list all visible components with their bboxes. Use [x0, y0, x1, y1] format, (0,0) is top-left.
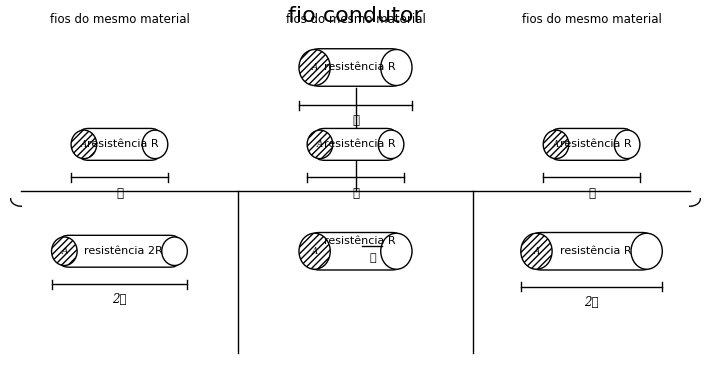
FancyBboxPatch shape — [80, 128, 159, 160]
Text: resistência R: resistência R — [324, 140, 395, 149]
Ellipse shape — [162, 237, 188, 266]
Text: resistência R: resistência R — [87, 140, 159, 149]
Text: ℓ: ℓ — [116, 187, 123, 200]
Ellipse shape — [71, 130, 97, 159]
Ellipse shape — [307, 130, 333, 159]
Ellipse shape — [299, 233, 330, 269]
FancyBboxPatch shape — [311, 232, 400, 270]
Text: resistência R: resistência R — [324, 63, 396, 72]
Ellipse shape — [381, 50, 412, 86]
Ellipse shape — [381, 233, 412, 269]
Text: fios do mesmo material: fios do mesmo material — [50, 13, 189, 26]
Ellipse shape — [51, 237, 77, 266]
FancyBboxPatch shape — [316, 128, 395, 160]
FancyBboxPatch shape — [533, 232, 650, 270]
Ellipse shape — [299, 50, 330, 86]
Text: fios do mesmo material: fios do mesmo material — [286, 13, 425, 26]
Text: A: A — [61, 247, 68, 256]
Text: A: A — [317, 140, 323, 149]
Text: resistência 2R: resistência 2R — [84, 246, 163, 256]
FancyBboxPatch shape — [552, 128, 631, 160]
Ellipse shape — [614, 130, 640, 159]
Text: fio condutor: fio condutor — [288, 6, 423, 26]
Ellipse shape — [142, 130, 168, 159]
Text: ℓ: ℓ — [588, 187, 595, 200]
Text: 2ℓ: 2ℓ — [584, 296, 599, 309]
Text: A: A — [311, 247, 318, 256]
Text: resistência R: resistência R — [560, 246, 632, 256]
Text: resistência R: resistência R — [560, 140, 631, 149]
Text: resistência R: resistência R — [324, 236, 396, 246]
Ellipse shape — [631, 233, 663, 269]
Text: A: A — [81, 140, 87, 149]
Text: fios do mesmo material: fios do mesmo material — [522, 13, 661, 26]
Ellipse shape — [543, 130, 569, 159]
Text: A: A — [553, 140, 559, 149]
Text: ℓ: ℓ — [370, 253, 376, 263]
FancyBboxPatch shape — [61, 236, 178, 267]
FancyBboxPatch shape — [311, 49, 400, 86]
Text: A: A — [311, 63, 318, 72]
Text: 2ℓ: 2ℓ — [112, 293, 127, 306]
Ellipse shape — [520, 233, 552, 269]
Text: ℓ: ℓ — [352, 114, 359, 128]
Text: ℓ: ℓ — [352, 187, 359, 200]
Text: A: A — [533, 247, 540, 256]
Ellipse shape — [378, 130, 404, 159]
